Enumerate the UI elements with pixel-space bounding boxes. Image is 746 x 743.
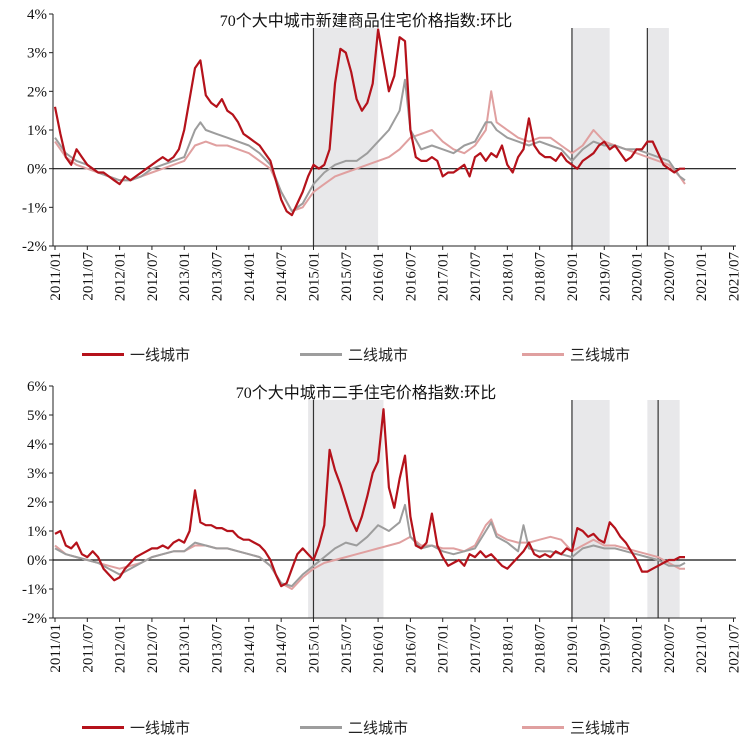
x-tick-label: 2018/07 (533, 252, 549, 302)
x-tick-label: 2012/01 (113, 624, 129, 673)
x-tick-label: 2021/01 (694, 252, 710, 301)
legend-bottom-tier3: 三线城市 (522, 717, 630, 738)
x-tick-label: 2021/07 (727, 252, 743, 302)
x-tick-label: 2015/01 (306, 624, 322, 673)
x-tick-label: 2011/07 (80, 624, 96, 673)
x-tick-label: 2021/07 (727, 624, 743, 674)
y-tick-label: 6% (27, 379, 47, 395)
x-tick-label: 2012/07 (145, 624, 161, 674)
legend-bottom-tier2: 二线城市 (300, 717, 408, 738)
y-tick-label: 0% (27, 162, 47, 178)
x-tick-label: 2013/01 (177, 252, 193, 301)
x-tick-label: 2019/01 (565, 252, 581, 301)
x-tick-label: 2017/01 (436, 624, 452, 673)
legend-label: 一线城市 (130, 719, 191, 737)
chart-title: 70个大中城市新建商品住宅价格指数:环比 (220, 12, 512, 30)
x-tick-label: 2015/07 (339, 252, 355, 302)
y-tick-label: 4% (27, 437, 47, 453)
x-tick-label: 2012/01 (113, 252, 129, 301)
x-tick-label: 2020/07 (662, 252, 678, 302)
y-tick-label: -2% (22, 611, 47, 627)
y-tick-label: 2% (27, 495, 47, 511)
series-line-2 (54, 78, 686, 213)
legend-label: 三线城市 (570, 346, 631, 364)
x-tick-label: 2021/01 (694, 624, 710, 673)
y-tick-label: 1% (27, 123, 47, 139)
legend-bottom-tier1: 一线城市 (82, 717, 190, 738)
x-tick-label: 2017/07 (468, 252, 484, 302)
x-tick-label: 2017/07 (468, 624, 484, 674)
series-line-1 (53, 28, 685, 217)
legend-swatch (522, 353, 564, 356)
x-tick-label: 2016/01 (371, 252, 387, 301)
legend-swatch (82, 353, 124, 356)
shaded-period (571, 28, 610, 246)
x-tick-label: 2013/01 (177, 624, 193, 673)
y-tick-label: 0% (27, 553, 47, 569)
x-tick-label: 2013/07 (210, 252, 226, 302)
y-tick-label: -2% (22, 239, 47, 255)
y-tick-label: 3% (27, 46, 47, 62)
x-tick-label: 2014/01 (242, 252, 258, 301)
chart-title: 70个大中城市二手住宅价格指数:环比 (236, 384, 496, 402)
legend-label: 一线城市 (130, 346, 191, 364)
x-tick-label: 2020/01 (630, 624, 646, 673)
second-hand-price-chart: -2% -1% 0% 1% 2% 3% 4% 5% 6% 2011/01 2011/07 2012/0… (22, 379, 743, 674)
shaded-period (647, 28, 669, 246)
series-line-1 (54, 408, 685, 588)
x-tick-label: 2015/01 (306, 252, 322, 301)
y-tick-label: 5% (27, 408, 47, 424)
x-tick-label: 2016/07 (403, 252, 419, 302)
x-tick-label: 2014/07 (274, 252, 290, 302)
y-tick-label: 1% (27, 524, 47, 540)
x-tick-label: 2020/01 (630, 252, 646, 301)
legend-swatch (82, 726, 124, 729)
x-tick-label: 2020/07 (662, 624, 678, 674)
y-tick-label: -1% (22, 582, 47, 598)
x-tick-label: 2014/07 (274, 624, 290, 674)
y-tick-label: -1% (22, 200, 47, 216)
x-tick-label: 2018/01 (500, 624, 516, 673)
legend-swatch (522, 726, 564, 729)
x-tick-label: 2012/07 (145, 252, 161, 302)
x-tick-label: 2018/07 (533, 624, 549, 674)
x-tick-label: 2011/07 (80, 252, 96, 301)
legend-top-tier3: 三线城市 (522, 344, 630, 365)
legend-top-tier2: 二线城市 (300, 344, 408, 365)
x-tick-label: 2019/07 (597, 252, 613, 302)
legend-swatch (300, 353, 342, 356)
legend-label: 三线城市 (570, 719, 631, 737)
x-tick-label: 2016/01 (371, 624, 387, 673)
y-tick-label: 4% (27, 7, 47, 23)
x-tick-label: 2013/07 (210, 624, 226, 674)
legend-label: 二线城市 (348, 719, 409, 737)
series-line-3 (54, 90, 686, 213)
shaded-period (571, 400, 610, 618)
x-tick-label: 2017/01 (436, 252, 452, 301)
legend-top-tier1: 一线城市 (82, 344, 190, 365)
series-line-2 (54, 503, 686, 588)
x-tick-label: 2011/01 (48, 252, 64, 301)
shaded-period (308, 400, 384, 618)
y-tick-label: 2% (27, 84, 47, 100)
new-home-price-chart: -2% -1% 0% 1% 2% 3% 4% 2011/01 2011/07 2012/01 201… (22, 7, 743, 302)
x-tick-label: 2015/07 (339, 624, 355, 674)
x-tick-label: 2019/07 (597, 624, 613, 674)
shaded-period (647, 400, 680, 618)
y-tick-label: 3% (27, 466, 47, 482)
x-tick-label: 2011/01 (48, 624, 64, 673)
x-tick-label: 2019/01 (565, 624, 581, 673)
legend-label: 二线城市 (348, 346, 409, 364)
legend-swatch (300, 726, 342, 729)
shaded-period (313, 28, 379, 246)
x-tick-label: 2016/07 (403, 624, 419, 674)
x-tick-label: 2018/01 (500, 252, 516, 301)
x-tick-label: 2014/01 (242, 624, 258, 673)
